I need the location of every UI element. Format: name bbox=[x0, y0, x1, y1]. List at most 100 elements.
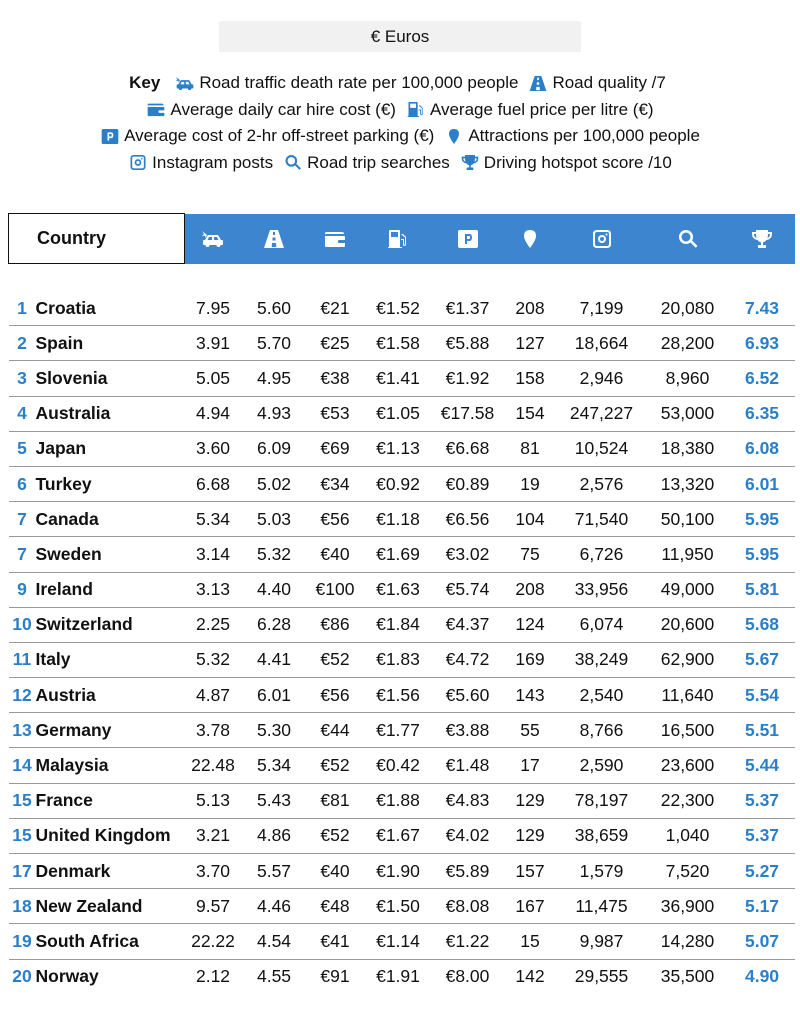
parking-cell: €4.37 bbox=[432, 607, 503, 643]
country-name: Denmark bbox=[35, 860, 111, 881]
instagram-cell: 38,249 bbox=[557, 642, 646, 679]
attractions-cell: 19 bbox=[502, 466, 558, 503]
table-row: 9 Ireland 3.13 4.40 €100 €1.63 €5.74 208 33,956 4… bbox=[8, 572, 795, 608]
attractions-cell: 129 bbox=[502, 818, 558, 855]
road-quality-cell: 5.32 bbox=[241, 536, 307, 573]
death-rate-column-header[interactable] bbox=[184, 213, 242, 264]
car-crash-icon bbox=[201, 228, 225, 250]
key-item-death-rate: Road traffic death rate per 100,000 peop… bbox=[175, 70, 518, 97]
fuel-price-cell: €1.05 bbox=[363, 396, 433, 432]
road-quality-cell: 6.01 bbox=[241, 677, 307, 714]
score-cell: 5.44 bbox=[729, 747, 795, 784]
score-cell: 6.35 bbox=[729, 396, 795, 432]
fuel-price-column-header[interactable] bbox=[363, 213, 433, 264]
death-rate-cell: 5.34 bbox=[184, 501, 242, 538]
searches-cell: 22,300 bbox=[645, 783, 730, 819]
table-row: 14 Malaysia 22.48 5.34 €52 €0.42 €1.48 17 2,590 2… bbox=[8, 747, 795, 784]
parking-cell: €17.58 bbox=[432, 396, 503, 432]
death-rate-cell: 3.21 bbox=[184, 818, 242, 855]
key-item-car-hire: Average daily car hire cost (€) bbox=[146, 97, 396, 124]
instagram-cell: 71,540 bbox=[557, 501, 646, 538]
table-row: 4 Australia 4.94 4.93 €53 €1.05 €17.58 154 247,2… bbox=[8, 396, 795, 432]
fuel-price-cell: €1.91 bbox=[376, 966, 420, 987]
searches-cell: 14,280 bbox=[645, 923, 730, 960]
score-cell: 5.37 bbox=[729, 783, 795, 819]
road-quality-cell: 5.30 bbox=[241, 712, 307, 749]
instagram-cell: 78,197 bbox=[557, 783, 646, 819]
car-hire-cell: €25 bbox=[306, 325, 364, 362]
car-hire-cell: €52 bbox=[306, 747, 364, 784]
country-cell: 4 Australia bbox=[8, 396, 185, 432]
fuel-pump-icon bbox=[406, 101, 426, 118]
death-rate-cell: 6.68 bbox=[184, 466, 242, 503]
trophy-icon bbox=[750, 228, 774, 250]
table-row: 17 Denmark 3.70 5.57 €40 €1.90 €5.89 157 1,579 7,… bbox=[8, 853, 795, 890]
table-row: 15 France 5.13 5.43 €81 €1.88 €4.83 129 78,197 22… bbox=[8, 783, 795, 819]
key-line-3: Average cost of 2-hr off-street parking … bbox=[0, 123, 800, 150]
country-cell: 7 Sweden bbox=[8, 536, 185, 573]
searches-cell: 16,500 bbox=[645, 712, 730, 749]
death-rate-cell: 5.05 bbox=[184, 360, 242, 397]
parking-column-header[interactable] bbox=[432, 213, 503, 264]
car-hire-cell: €34 bbox=[306, 466, 364, 503]
road-quality-cell: 4.55 bbox=[256, 966, 292, 987]
fuel-price-cell: €1.90 bbox=[363, 853, 433, 890]
country-cell: 15 France bbox=[8, 783, 185, 819]
table-row: 15 United Kingdom 3.21 4.86 €52 €1.67 €4.02 129… bbox=[8, 818, 795, 855]
attractions-cell: 127 bbox=[502, 325, 558, 362]
country-cell: 17 Denmark bbox=[8, 853, 185, 890]
death-rate-cell: 4.87 bbox=[184, 677, 242, 714]
parking-icon bbox=[100, 128, 120, 145]
death-rate-cell: 3.78 bbox=[184, 712, 242, 749]
wallet-icon bbox=[146, 101, 166, 118]
instagram-cell: 1,579 bbox=[557, 853, 646, 890]
table-row: 6 Turkey 6.68 5.02 €34 €0.92 €0.89 19 2,576 13,32… bbox=[8, 466, 795, 503]
car-hire-cell: €40 bbox=[306, 536, 364, 573]
country-name: Slovenia bbox=[35, 367, 108, 388]
car-hire-cell: €38 bbox=[306, 360, 364, 397]
fuel-price-cell: €1.13 bbox=[363, 431, 433, 467]
road-quality-column-header[interactable] bbox=[241, 213, 307, 264]
parking-cell: €5.88 bbox=[432, 325, 503, 362]
fuel-price-cell: €1.50 bbox=[363, 888, 433, 925]
attractions-column-header[interactable] bbox=[502, 213, 558, 264]
parking-cell: €6.68 bbox=[432, 431, 503, 467]
fuel-price-cell: €1.58 bbox=[363, 325, 433, 362]
attractions-cell: 17 bbox=[502, 747, 558, 784]
car-hire-column-header[interactable] bbox=[306, 213, 364, 264]
rank-number: 12 bbox=[12, 684, 32, 705]
table-row: 11 Italy 5.32 4.41 €52 €1.83 €4.72 169 38,249 62,… bbox=[8, 642, 795, 679]
table-row: 12 Austria 4.87 6.01 €56 €1.56 €5.60 143 2,540 11… bbox=[8, 677, 795, 714]
death-rate-cell: 2.25 bbox=[184, 607, 242, 643]
road-quality-cell: 5.57 bbox=[241, 853, 307, 890]
rank-number: 15 bbox=[12, 825, 32, 846]
instagram-column-header[interactable] bbox=[557, 213, 646, 264]
searches-column-header[interactable] bbox=[645, 213, 730, 264]
fuel-price-cell: €0.42 bbox=[363, 747, 433, 784]
searches-cell: 7,520 bbox=[645, 853, 730, 890]
rank-number: 20 bbox=[12, 966, 32, 987]
instagram-cell: 2,540 bbox=[557, 677, 646, 714]
key-item-score: Driving hotspot score /10 bbox=[460, 150, 672, 177]
country-cell: 12 Austria bbox=[8, 677, 185, 714]
country-name: Japan bbox=[35, 438, 87, 459]
key-item-attractions: Attractions per 100,000 people bbox=[444, 123, 700, 150]
trophy-icon bbox=[460, 154, 480, 171]
road-icon bbox=[262, 228, 286, 250]
wallet-icon bbox=[323, 228, 347, 250]
score-column-header[interactable] bbox=[729, 213, 795, 264]
attractions-cell: 129 bbox=[502, 783, 558, 819]
currency-selector-button[interactable]: € Euros bbox=[219, 21, 581, 52]
searches-cell: 28,200 bbox=[645, 325, 730, 362]
instagram-icon bbox=[128, 154, 148, 171]
fuel-price-cell: €1.77 bbox=[363, 712, 433, 749]
death-rate-cell: 5.32 bbox=[184, 642, 242, 679]
fuel-pump-icon bbox=[386, 228, 410, 250]
road-quality-cell: 6.09 bbox=[241, 431, 307, 467]
parking-cell: €3.02 bbox=[432, 536, 503, 573]
table-row: 1 Croatia 7.95 5.60 €21 €1.52 €1.37 208 7,199 20,… bbox=[8, 291, 795, 327]
fuel-price-cell: €1.41 bbox=[363, 360, 433, 397]
searches-cell: 18,380 bbox=[645, 431, 730, 467]
country-column-header[interactable]: Country bbox=[8, 213, 185, 264]
fuel-price-cell: €1.84 bbox=[363, 607, 433, 643]
